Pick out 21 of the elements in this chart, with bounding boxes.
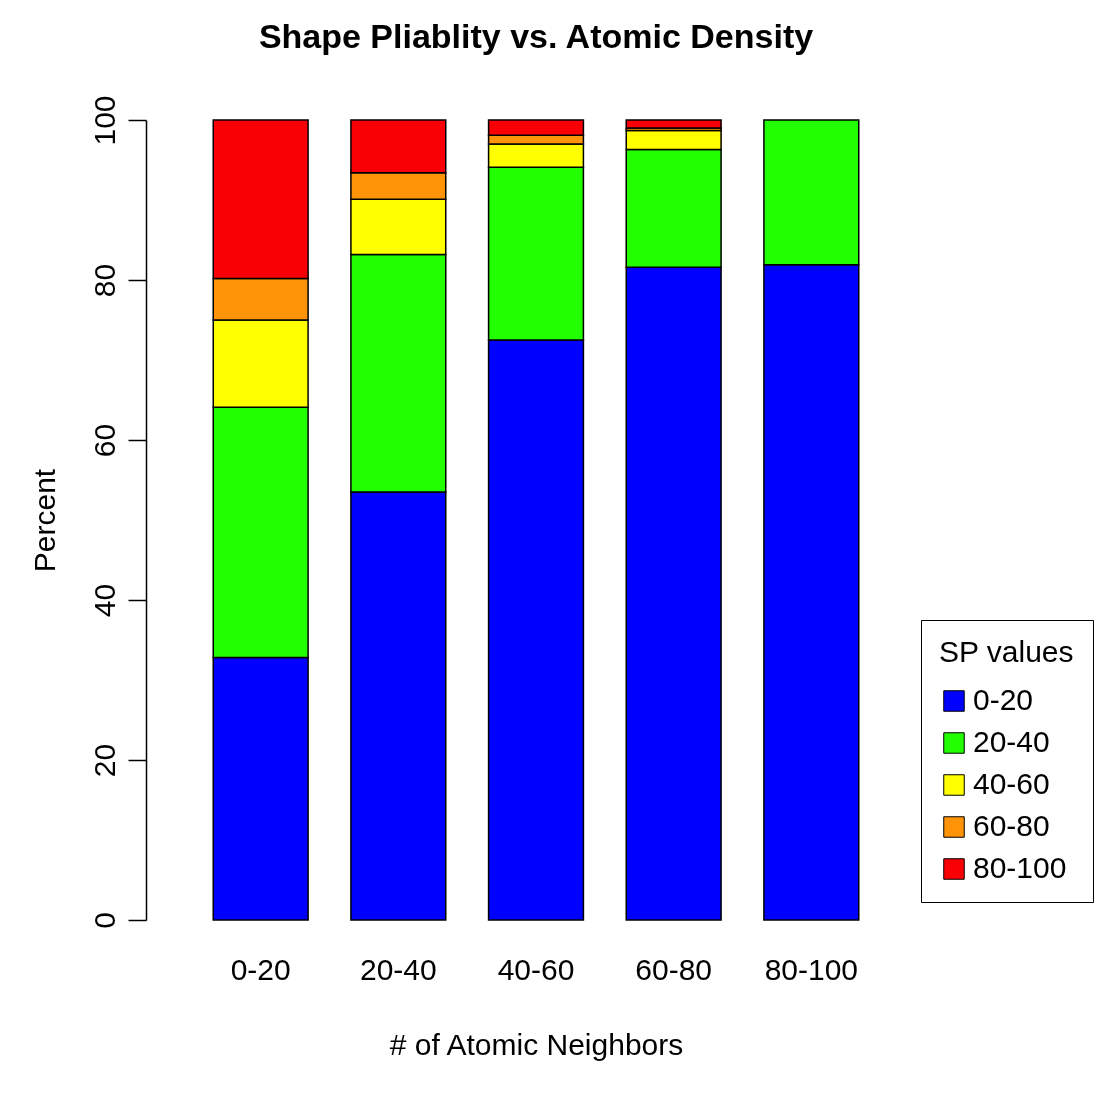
y-tick-label: 80 — [87, 263, 121, 298]
y-tick-label: 100 — [87, 95, 121, 146]
x-tick-label: 20-40 — [359, 952, 437, 986]
y-tick-label: 60 — [87, 423, 121, 458]
x-axis-title: # of Atomic Neighbors — [389, 1027, 684, 1061]
y-tick-label: 0 — [87, 912, 121, 929]
legend-label: 60-80 — [973, 809, 1050, 842]
x-tick-label: 80-100 — [764, 952, 859, 986]
chart-title: Shape Pliablity vs. Atomic Density — [258, 16, 814, 55]
y-axis-title: Percent — [27, 468, 61, 573]
legend-label: 0-20 — [973, 683, 1034, 716]
x-tick-label: 60-80 — [635, 952, 713, 986]
legend-label: 80-100 — [973, 851, 1067, 884]
legend-label: 20-40 — [973, 725, 1050, 758]
y-tick-label: 40 — [87, 583, 121, 618]
y-tick-label: 20 — [87, 743, 121, 778]
legend-label: 40-60 — [973, 767, 1050, 800]
x-tick-label: 40-60 — [497, 952, 575, 986]
bar — [625, 119, 722, 129]
legend-title: SP values — [939, 635, 1074, 668]
x-tick-label: 0-20 — [230, 952, 291, 986]
